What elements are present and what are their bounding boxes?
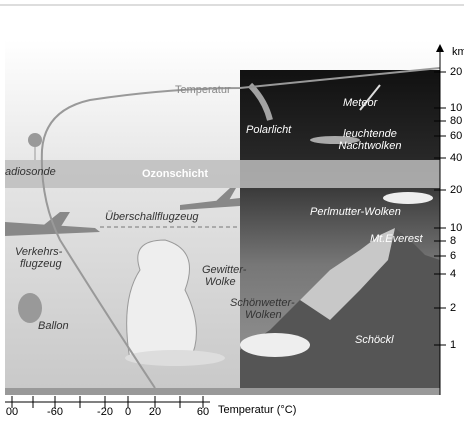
label: flugzeug [20, 258, 62, 270]
label: Schöckl [355, 334, 394, 346]
balloon [18, 293, 42, 323]
height-tick-label: 1 [450, 339, 456, 351]
noctilucent-cloud [310, 136, 360, 144]
height-unit: km [452, 46, 464, 58]
ozone-band [5, 160, 440, 188]
height-tick-label: 10 [450, 102, 462, 114]
temperature-tick-label: -60 [47, 406, 63, 418]
cloud-base [125, 350, 225, 366]
label: Polarlicht [246, 124, 292, 136]
temperature-tick-label: 60 [197, 406, 209, 418]
label: Nachtwolken [339, 140, 402, 152]
label: Gewitter- [202, 264, 247, 276]
nacreous-cloud [383, 192, 433, 204]
label: Schönwetter- [230, 297, 295, 309]
radiosonde-balloon [28, 133, 42, 147]
labels: Temperatur Meteor Polarlicht leuchtende … [5, 84, 424, 346]
temperature-axis-title: Temperatur (°C) [218, 404, 296, 416]
height-tick-label: 40 [450, 152, 462, 164]
label: Temperatur [175, 84, 231, 96]
height-tick-label: 6 [450, 250, 456, 262]
label: Meteor [343, 97, 379, 109]
label: Perlmutter-Wolken [310, 206, 401, 218]
ground [5, 388, 440, 395]
height-tick-label: 2 [450, 302, 456, 314]
temperature-tick-label: 20 [149, 406, 161, 418]
thunder-cloud [126, 239, 197, 361]
height-tick-label: 4 [450, 268, 456, 280]
axes: km Temperatur (°C) 201080604020108642100… [5, 44, 464, 418]
fair-weather-cloud [240, 333, 310, 357]
supersonic-plane [180, 188, 240, 210]
label: Wolke [205, 276, 236, 288]
height-tick-label: 20 [450, 184, 462, 196]
label: Ozonschicht [142, 168, 208, 180]
temperature-tick-label: -20 [97, 406, 113, 418]
label: Verkehrs- [15, 246, 63, 258]
meteor-trail [359, 84, 381, 111]
height-tick-label: 60 [450, 130, 462, 142]
label: Überschallflugzeug [105, 211, 199, 223]
label: Mt.Everest [370, 233, 424, 245]
temperature-tick-label: 00 [6, 406, 18, 418]
temperature-curve [40, 67, 441, 389]
label: Wolken [245, 309, 282, 321]
label: adiosonde [5, 166, 56, 178]
height-tick-label: 80 [450, 115, 462, 127]
temperature-tick-label: 0 [125, 406, 131, 418]
label: Ballon [38, 320, 69, 332]
height-tick-label: 20 [450, 66, 462, 78]
height-tick-label: 10 [450, 222, 462, 234]
label: leuchtende [343, 128, 397, 140]
height-tick-label: 8 [450, 235, 456, 247]
axis-arrow [436, 44, 444, 52]
mountain-snow [300, 228, 395, 320]
